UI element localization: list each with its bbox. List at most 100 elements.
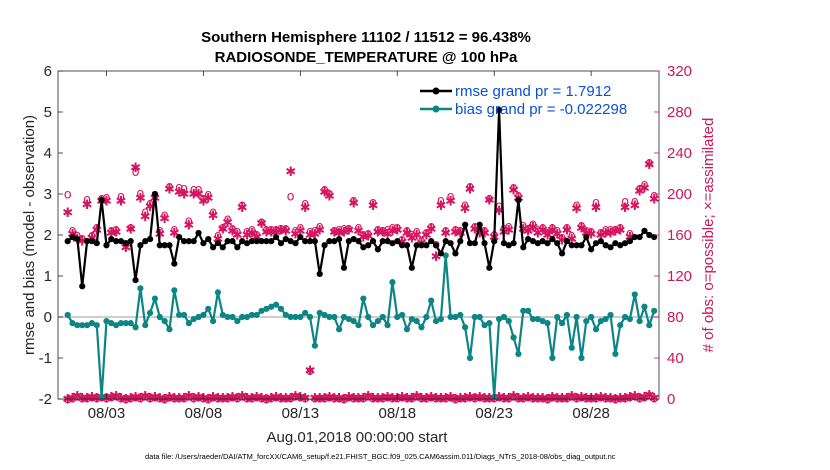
rmse-point	[471, 240, 478, 247]
obs-assimilated-marker: ✱	[450, 393, 461, 408]
obs-assimilated-marker: ✱	[411, 229, 422, 244]
bias-point	[239, 313, 246, 321]
obs-possible-marker: o	[209, 390, 217, 405]
bias-point	[549, 354, 556, 362]
bias-point	[93, 322, 100, 329]
rmse-point	[442, 238, 449, 245]
rmse-point	[563, 238, 571, 245]
obs-assimilated-marker: ✱	[358, 231, 369, 246]
obs-possible-marker: o	[321, 182, 329, 197]
obs-assimilated-marker: ✱	[411, 389, 422, 404]
obs-possible-marker: o	[510, 389, 518, 404]
rmse-point	[336, 236, 343, 243]
rmse-point	[626, 238, 634, 245]
obs-assimilated-marker: ✱	[629, 199, 640, 214]
rmse-point	[103, 242, 110, 249]
obs-assimilated-marker: ✱	[508, 183, 519, 198]
rmse-point	[161, 242, 168, 249]
bias-point	[292, 313, 299, 321]
bias-point	[452, 313, 459, 321]
bias-point	[127, 320, 134, 327]
obs-possible-marker: o	[408, 227, 416, 242]
obs-possible-marker: o	[195, 182, 203, 197]
obs-possible-marker: o	[73, 229, 81, 244]
obs-assimilated-marker: ✱	[256, 217, 267, 232]
obs-possible-marker: o	[602, 222, 610, 237]
obs-assimilated-marker: ✱	[62, 393, 73, 408]
obs-assimilated-marker: ✱	[72, 389, 83, 404]
bias-point	[205, 305, 212, 312]
obs-assimilated-marker: ✱	[290, 389, 301, 404]
right-y-tick-label: 0	[667, 391, 675, 408]
rmse-point	[621, 240, 629, 247]
obs-assimilated-marker: ✱	[406, 232, 417, 247]
obs-possible-marker: o	[611, 222, 619, 237]
bias-point	[442, 252, 449, 259]
rmse-point	[592, 240, 600, 247]
rmse-point	[234, 244, 241, 251]
obs-possible-marker: o	[379, 223, 387, 238]
bias-point	[471, 313, 478, 321]
obs-possible-marker: o	[548, 390, 556, 405]
rmse-point	[180, 238, 188, 245]
x-axis-label: Aug.01,2018 00:00:00 start	[267, 429, 449, 446]
obs-assimilated-marker: ✱	[290, 227, 301, 242]
obs-possible-marker: o	[418, 234, 426, 249]
bias-point	[297, 313, 304, 321]
rmse-point	[302, 238, 309, 245]
right-y-tick-label: 280	[667, 104, 692, 121]
bias-point	[573, 313, 580, 321]
bias-point	[146, 309, 154, 316]
x-tick-label: 08/13	[282, 405, 320, 422]
bias-point	[142, 322, 149, 329]
bias-point	[583, 318, 590, 325]
obs-possible-marker: o	[577, 218, 585, 233]
x-tick-label: 08/03	[88, 405, 126, 422]
obs-possible-marker: o	[180, 181, 188, 196]
obs-possible-marker: o	[413, 224, 421, 239]
rmse-point	[549, 236, 556, 243]
obs-assimilated-marker: ✱	[319, 185, 330, 200]
obs-possible-marker: o	[427, 219, 435, 234]
obs-assimilated-marker: ✱	[300, 201, 311, 216]
rmse-point	[282, 236, 289, 243]
obs-possible-marker: o	[238, 389, 246, 404]
obs-assimilated-marker: ✱	[280, 224, 291, 239]
obs-possible-marker: o	[631, 389, 639, 404]
bias-point	[636, 318, 643, 325]
bias-point	[88, 320, 96, 327]
obs-possible-marker: o	[107, 390, 115, 405]
obs-possible-marker: o	[495, 390, 503, 405]
rmse-point	[297, 233, 304, 241]
rmse-point	[224, 238, 231, 245]
rmse-point	[151, 190, 159, 198]
bias-point	[360, 295, 367, 302]
obs-possible-marker: o	[388, 220, 396, 235]
obs-possible-marker: o	[156, 223, 164, 238]
bias-point	[568, 344, 575, 351]
bias-point	[495, 315, 503, 323]
rmse-point	[558, 250, 566, 257]
rmse-point	[520, 244, 527, 251]
bias-point	[592, 326, 600, 333]
obs-assimilated-marker: ✱	[140, 389, 151, 404]
obs-possible-marker: o	[548, 220, 556, 235]
bias-point	[515, 350, 522, 357]
obs-assimilated-marker: ✱	[445, 390, 456, 405]
obs-assimilated-marker: ✱	[402, 226, 413, 241]
obs-assimilated-marker: ✱	[217, 222, 228, 237]
obs-possible-marker: o	[228, 221, 236, 236]
obs-assimilated-marker: ✱	[523, 390, 534, 405]
obs-possible-marker: o	[146, 197, 154, 212]
rmse-point	[447, 240, 454, 247]
bias-point	[544, 320, 551, 327]
obs-assimilated-marker: ✱	[639, 181, 650, 196]
obs-assimilated-marker: ✱	[644, 388, 655, 403]
right-y-tick-label: 40	[667, 350, 684, 367]
obs-assimilated-marker: ✱	[339, 225, 350, 240]
rmse-point	[394, 238, 401, 245]
obs-assimilated-marker: ✱	[634, 184, 645, 199]
obs-assimilated-marker: ✱	[309, 227, 320, 242]
bias-point	[529, 315, 537, 323]
rmse-point	[98, 197, 105, 204]
